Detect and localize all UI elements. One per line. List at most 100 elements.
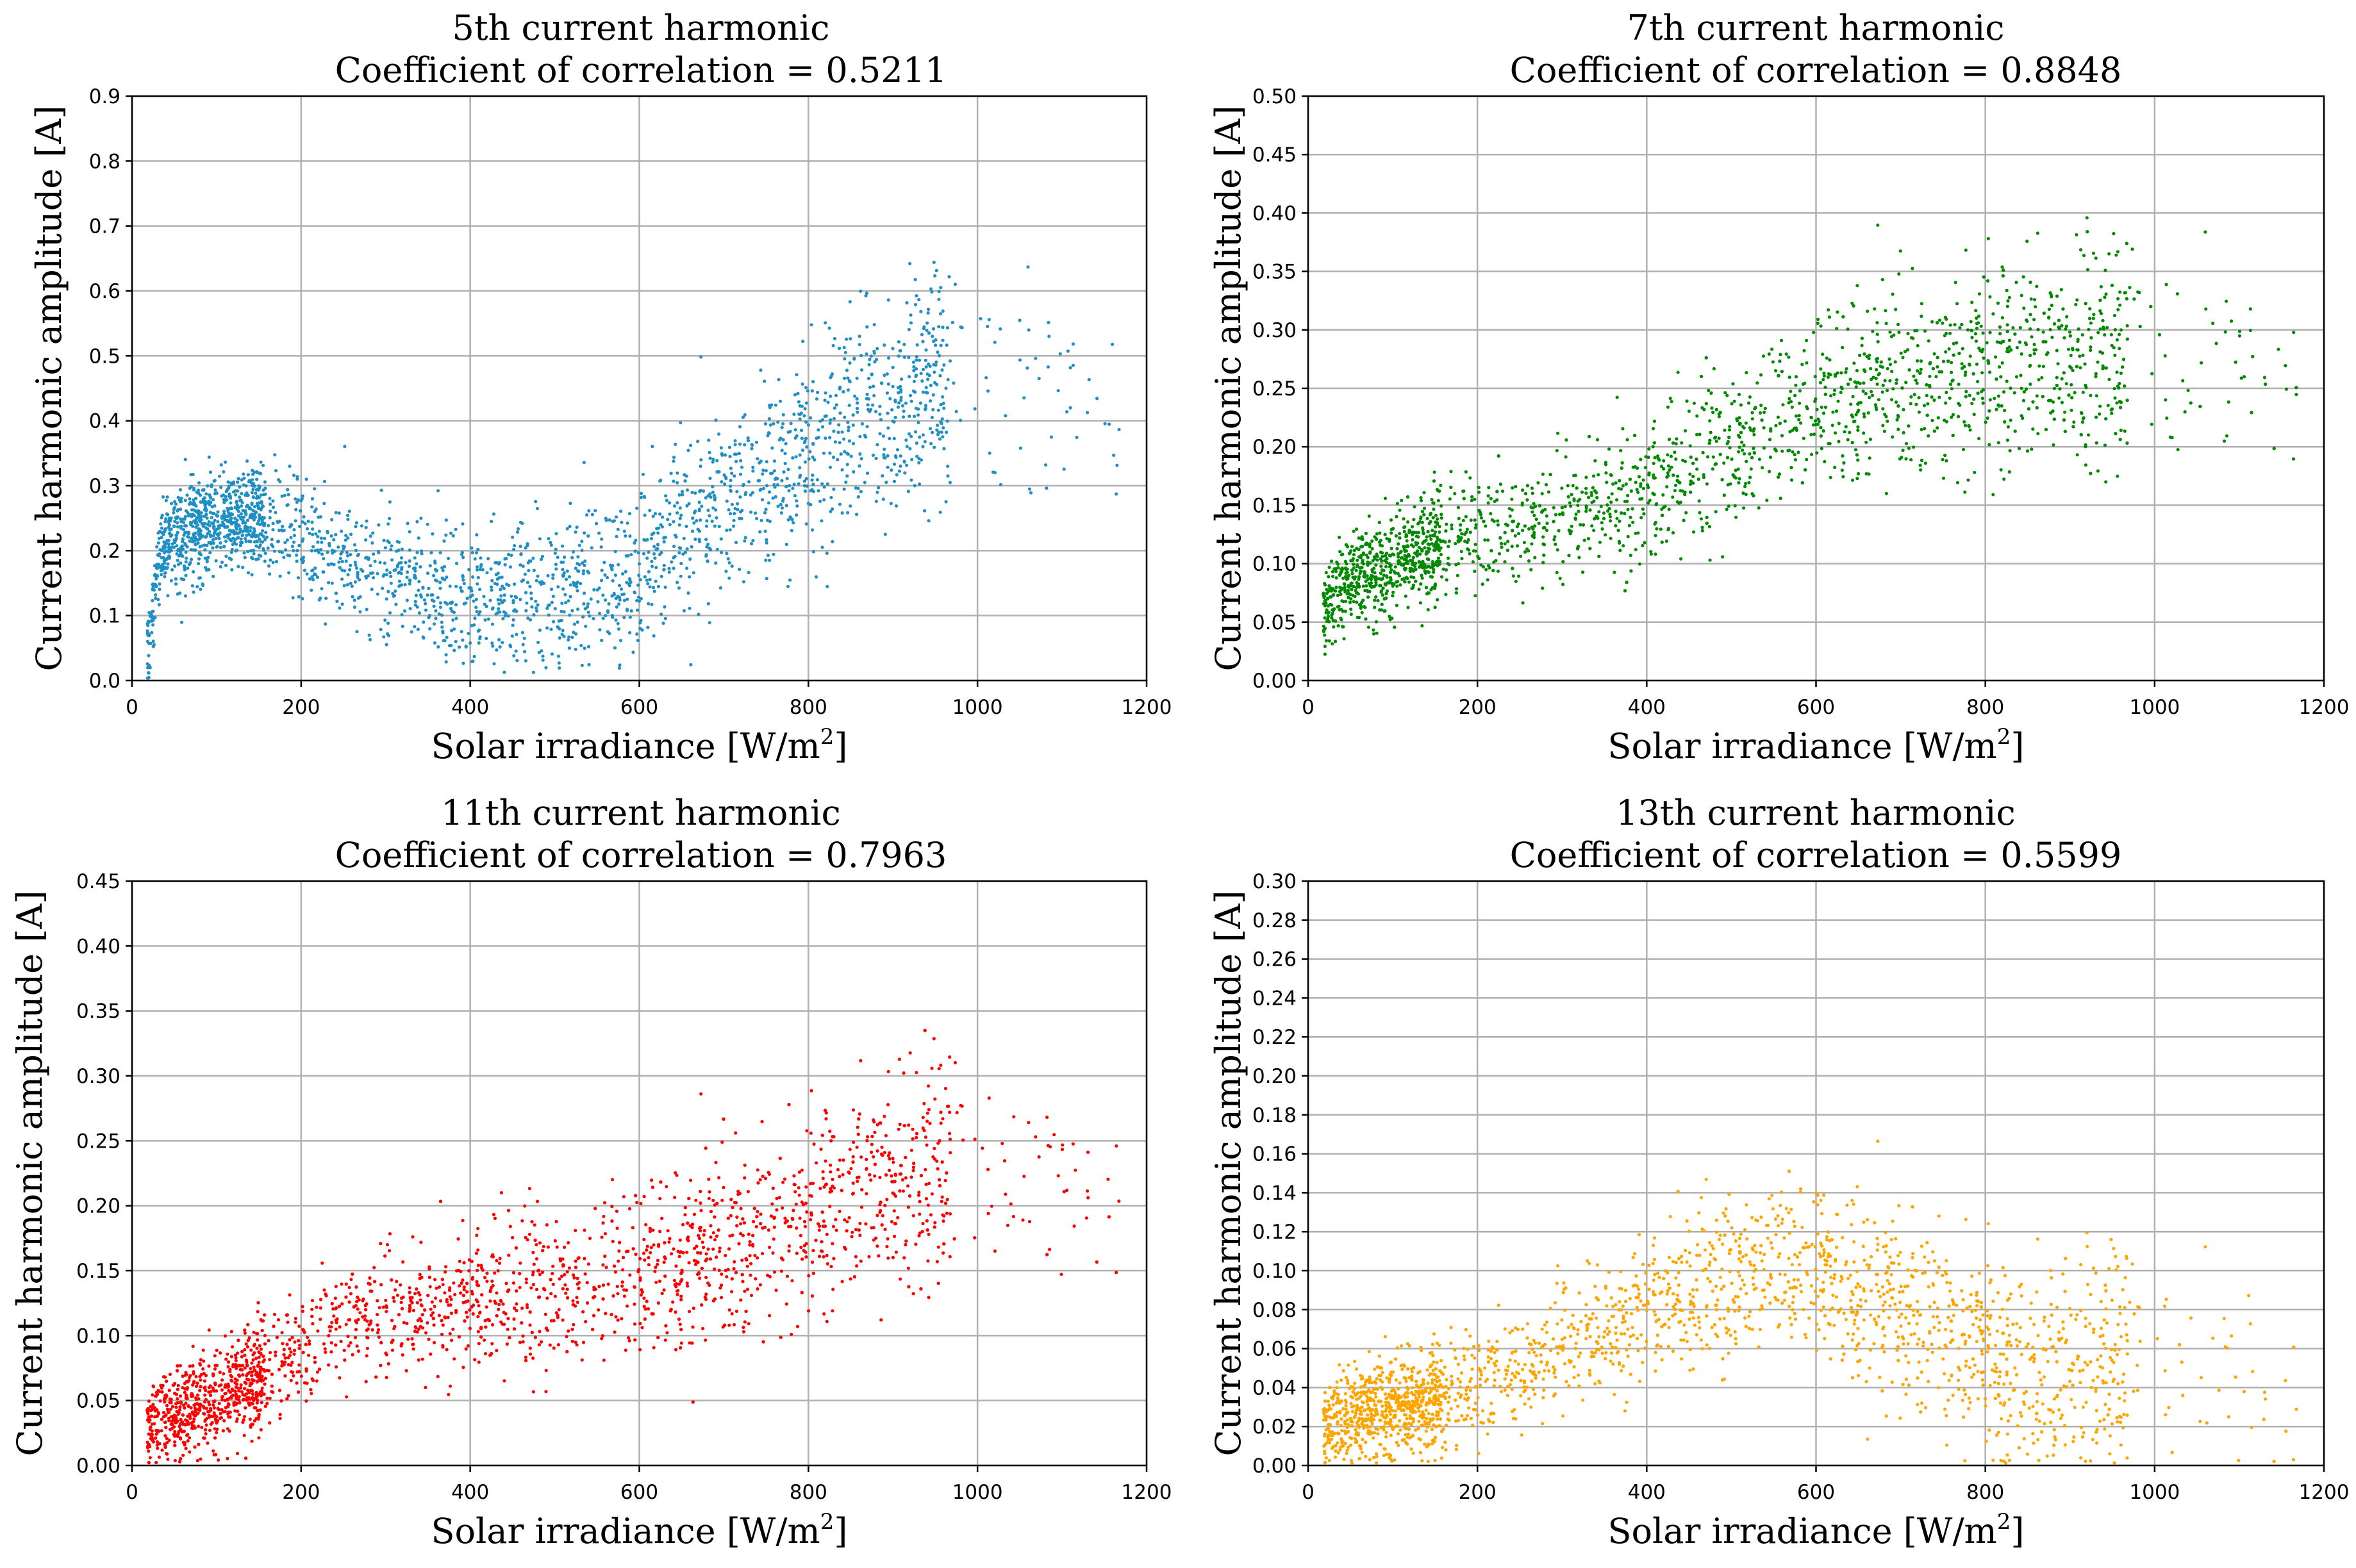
scatter-point	[233, 516, 237, 520]
scatter-point	[941, 435, 945, 439]
scatter-point	[2091, 317, 2095, 320]
scatter-point	[1856, 428, 1860, 433]
scatter-point	[2029, 297, 2033, 301]
scatter-point	[1068, 366, 1072, 370]
scatter-point	[454, 584, 458, 588]
scatter-point	[883, 343, 886, 347]
scatter-point	[1679, 557, 1683, 561]
scatter-point	[377, 523, 381, 527]
scatter-point	[929, 442, 933, 446]
scatter-point	[2084, 302, 2087, 306]
scatter-point	[499, 588, 502, 591]
scatter-point	[1625, 438, 1629, 442]
scatter-point	[568, 613, 572, 617]
scatter-point	[298, 524, 302, 529]
scatter-point	[184, 574, 188, 577]
scatter-point	[1397, 559, 1400, 563]
scatter-point	[320, 540, 324, 544]
scatter-point	[2036, 432, 2040, 436]
scatter-point	[1816, 321, 1820, 325]
scatter-point	[547, 537, 551, 541]
scatter-point	[837, 423, 841, 427]
scatter-point	[1922, 404, 1927, 408]
scatter-point	[1334, 585, 1338, 590]
x-axis-label-end: ]	[834, 726, 847, 766]
scatter-point	[2007, 345, 2011, 349]
scatter-point	[865, 397, 868, 400]
scatter-point	[1561, 511, 1564, 515]
scatter-point	[1058, 352, 1062, 356]
scatter-point	[288, 464, 292, 468]
scatter-point	[350, 584, 354, 588]
scatter-point	[491, 606, 495, 610]
scatter-point	[1359, 569, 1363, 574]
scatter-point	[1527, 549, 1531, 553]
scatter-point	[948, 481, 952, 484]
scatter-point	[825, 584, 829, 588]
scatter-point	[1964, 370, 1968, 374]
scatter-point	[158, 588, 162, 591]
scatter-point	[268, 572, 272, 576]
scatter-point	[708, 514, 711, 518]
scatter-point	[921, 390, 925, 394]
scatter-point	[2123, 384, 2127, 388]
scatter-point	[1748, 475, 1752, 479]
scatter-point	[765, 460, 768, 464]
scatter-point	[1510, 544, 1514, 549]
scatter-point	[1406, 606, 1410, 609]
scatter-point	[699, 355, 703, 359]
scatter-point	[1496, 519, 1500, 523]
scatter-point	[420, 552, 424, 556]
scatter-point	[1363, 570, 1367, 574]
scatter-point	[1802, 349, 1806, 352]
scatter-point	[658, 512, 662, 516]
scatter-point	[145, 640, 149, 643]
scatter-point	[887, 356, 891, 360]
scatter-point	[1937, 395, 1941, 399]
scatter-point	[1968, 393, 1971, 397]
scatter-point	[842, 390, 845, 393]
scatter-point	[847, 429, 850, 433]
scatter-point	[1618, 541, 1622, 545]
scatter-point	[1336, 605, 1340, 609]
scatter-point	[2104, 292, 2108, 296]
x-tick-label: 800	[790, 696, 827, 719]
scatter-point	[345, 583, 349, 587]
scatter-point	[187, 531, 191, 534]
scatter-point	[408, 530, 411, 534]
scatter-point	[1749, 428, 1753, 432]
scatter-point	[704, 524, 709, 528]
scatter-point	[707, 438, 711, 442]
scatter-point	[776, 420, 780, 424]
scatter-point	[1968, 354, 1972, 358]
scatter-point	[1788, 449, 1791, 452]
scatter-point	[322, 557, 326, 561]
scatter-point	[1438, 549, 1441, 552]
scatter-point	[740, 509, 744, 513]
scatter-point	[1891, 292, 1895, 296]
scatter-point	[945, 419, 949, 423]
scatter-point	[568, 525, 572, 529]
scatter-point	[1977, 436, 1981, 441]
scatter-point	[1615, 395, 1619, 399]
scatter-point	[1450, 523, 1454, 527]
scatter-point	[386, 522, 390, 526]
scatter-point	[1479, 516, 1484, 520]
scatter-point	[305, 527, 309, 531]
scatter-point	[1343, 585, 1347, 589]
scatter-point	[1489, 497, 1493, 500]
scatter-point	[1356, 582, 1361, 586]
scatter-point	[174, 502, 178, 506]
scatter-point	[1639, 516, 1643, 520]
scatter-point	[313, 566, 317, 570]
scatter-point	[906, 490, 911, 493]
scatter-point	[1904, 381, 1908, 384]
scatter-point	[2104, 480, 2108, 484]
scatter-point	[795, 504, 799, 508]
scatter-point	[1534, 504, 1538, 508]
scatter-point	[1404, 532, 1408, 537]
scatter-point	[619, 509, 623, 513]
scatter-point	[941, 326, 945, 329]
scatter-point	[151, 582, 154, 586]
scatter-point	[472, 654, 476, 659]
